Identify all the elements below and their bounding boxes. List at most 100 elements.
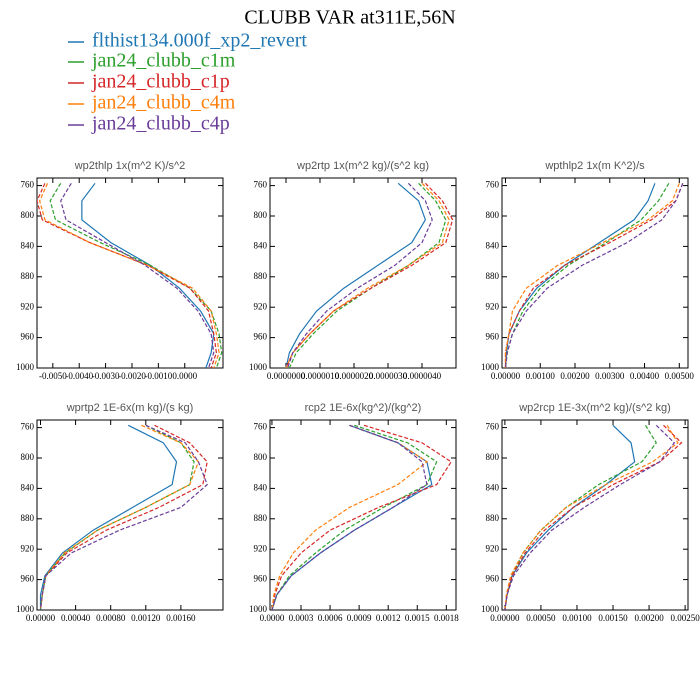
y-tick-label: 800 xyxy=(21,452,35,462)
y-tick-label: 920 xyxy=(254,301,268,311)
y-tick-label: 1000 xyxy=(16,362,35,372)
profile-line xyxy=(285,182,427,368)
x-tick-label: 0.00100 xyxy=(526,371,556,381)
x-tick-label: 0.0000020 xyxy=(335,371,374,381)
x-tick-label: 0.0003 xyxy=(289,613,314,623)
plot-frame xyxy=(269,177,457,369)
y-tick-label: 840 xyxy=(254,482,268,492)
y-tick-label: 880 xyxy=(21,513,35,523)
profile-line xyxy=(504,424,676,610)
y-tick-label: 800 xyxy=(486,452,500,462)
y-tick-label: 920 xyxy=(254,543,268,553)
y-tick-label: 920 xyxy=(21,301,35,311)
panel-title: wp2rtp 1x(m^2 kg)/(s^2 kg) xyxy=(296,160,429,172)
x-tick-label: 0.00000 xyxy=(26,613,56,623)
profile-line xyxy=(504,183,680,368)
profile-line xyxy=(39,424,178,610)
y-tick-label: 960 xyxy=(21,332,35,342)
x-tick-label: 0.0000 xyxy=(260,613,285,623)
y-tick-label: 880 xyxy=(254,271,268,281)
profile-line xyxy=(39,424,200,610)
x-tick-label: -0.0030 xyxy=(92,371,120,381)
x-tick-label: 0.00500 xyxy=(665,371,695,381)
panel-title: wprtp2 1E-6x(m kg)/(s kg) xyxy=(66,402,194,414)
y-tick-label: 1000 xyxy=(481,604,500,614)
profile-line xyxy=(60,183,215,368)
profile-line xyxy=(271,424,438,610)
profile-line xyxy=(271,424,452,610)
y-tick-label: 760 xyxy=(254,422,268,432)
x-tick-label: 0.00050 xyxy=(526,613,556,623)
x-tick-label: 0.00160 xyxy=(166,613,196,623)
profile-line xyxy=(39,183,220,368)
legend-label: flthist134.000f_xp2_revert xyxy=(92,30,307,52)
y-tick-label: 840 xyxy=(21,482,35,492)
x-tick-label: 0.00200 xyxy=(560,371,590,381)
x-tick-label: 0.0000 xyxy=(172,371,197,381)
x-tick-label: -0.0010 xyxy=(144,371,172,381)
y-tick-label: 1000 xyxy=(249,604,268,614)
x-tick-label: 0.0006 xyxy=(318,613,343,623)
x-tick-label: 0.0000000 xyxy=(267,371,306,381)
panel-title: wp2rcp 1E-3x(m^2 kg)/(s^2 kg) xyxy=(518,402,671,414)
profile-line xyxy=(287,182,433,368)
y-tick-label: 840 xyxy=(486,482,500,492)
legend-label: jan24_clubb_c1m xyxy=(91,50,236,72)
y-tick-label: 800 xyxy=(254,452,268,462)
plot-frame xyxy=(501,177,689,369)
x-tick-label: 0.00040 xyxy=(61,613,91,623)
y-tick-label: 920 xyxy=(486,543,500,553)
profile-line xyxy=(504,183,656,368)
y-tick-label: 840 xyxy=(21,240,35,250)
x-tick-label: -0.0020 xyxy=(118,371,146,381)
y-tick-label: 760 xyxy=(486,180,500,190)
y-tick-label: 960 xyxy=(254,332,268,342)
y-tick-label: 960 xyxy=(254,574,268,584)
profile-line xyxy=(504,183,684,368)
x-tick-label: 0.0012 xyxy=(376,613,401,623)
y-tick-label: 840 xyxy=(486,240,500,250)
profile-line xyxy=(504,424,636,610)
profile-line xyxy=(49,183,223,368)
panel-title: wp2thlp 1x(m^2 K)/s^2 xyxy=(74,160,186,172)
y-tick-label: 960 xyxy=(486,574,500,584)
x-tick-label: 0.0018 xyxy=(434,613,459,623)
y-tick-label: 760 xyxy=(486,422,500,432)
x-tick-label: 0.0000030 xyxy=(369,371,408,381)
profile-line xyxy=(504,425,679,610)
y-tick-label: 760 xyxy=(21,422,35,432)
y-tick-label: 880 xyxy=(486,271,500,281)
plot-frame xyxy=(36,177,224,369)
x-tick-label: 0.0015 xyxy=(405,613,430,623)
x-tick-label: 0.00080 xyxy=(96,613,126,623)
plot-frame xyxy=(269,419,457,611)
y-tick-label: 800 xyxy=(21,210,35,220)
y-tick-label: 1000 xyxy=(481,362,500,372)
profile-line xyxy=(504,183,670,368)
x-tick-label: 0.0009 xyxy=(347,613,372,623)
x-tick-label: 0.00250 xyxy=(670,613,700,623)
y-tick-label: 920 xyxy=(21,543,35,553)
profile-line xyxy=(285,182,454,368)
x-tick-label: 0.00400 xyxy=(630,371,660,381)
x-tick-label: -0.0050 xyxy=(39,371,67,381)
x-tick-label: 0.00120 xyxy=(131,613,161,623)
x-tick-label: 0.00300 xyxy=(595,371,625,381)
profile-line xyxy=(504,424,683,610)
x-tick-label: 0.00000 xyxy=(490,613,520,623)
profile-line xyxy=(271,424,433,610)
y-tick-label: 760 xyxy=(21,180,35,190)
panel-title: wpthlp2 1x(m K^2)/s xyxy=(544,160,645,172)
y-tick-label: 840 xyxy=(254,240,268,250)
x-tick-label: 0.00200 xyxy=(634,613,664,623)
y-tick-label: 920 xyxy=(486,301,500,311)
y-tick-label: 880 xyxy=(254,513,268,523)
legend-label: jan24_clubb_c4p xyxy=(91,113,230,135)
x-tick-label: 0.00000 xyxy=(491,371,521,381)
profile-line xyxy=(81,182,215,368)
x-tick-label: -0.0040 xyxy=(65,371,93,381)
x-tick-label: 0.00150 xyxy=(598,613,628,623)
plot-frame xyxy=(36,419,224,611)
plot-frame xyxy=(501,419,689,611)
